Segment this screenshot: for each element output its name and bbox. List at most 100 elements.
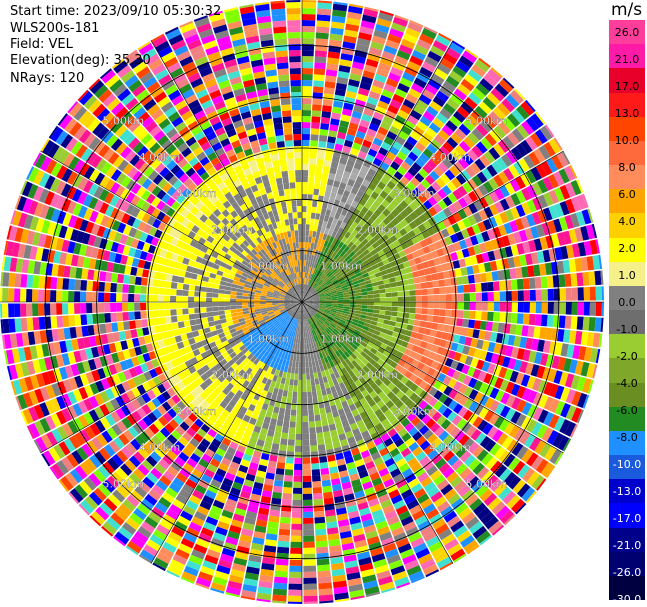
range-gate — [227, 413, 236, 422]
range-gate — [343, 425, 352, 434]
range-gate — [537, 409, 549, 424]
range-gate — [329, 466, 339, 474]
range-gate — [409, 383, 419, 393]
range-gate — [446, 98, 460, 111]
range-gate — [354, 216, 362, 225]
range-gate — [225, 536, 239, 546]
range-gate — [270, 418, 278, 426]
range-gate — [422, 220, 432, 230]
range-gate — [432, 518, 446, 530]
range-gate — [209, 272, 217, 279]
range-gate — [355, 292, 362, 297]
range-gate — [571, 302, 578, 316]
range-gate — [260, 307, 267, 311]
range-gate — [303, 529, 315, 536]
range-gate — [363, 322, 371, 328]
range-gate — [396, 151, 408, 161]
range-gate — [437, 323, 445, 332]
range-gate — [307, 188, 314, 195]
range-gate — [348, 260, 356, 267]
range-gate — [431, 73, 445, 85]
range-gate — [505, 150, 518, 164]
range-gate — [423, 328, 432, 336]
range-gate — [326, 334, 333, 341]
range-gate — [302, 212, 307, 219]
range-gate — [304, 278, 307, 285]
range-gate — [476, 449, 489, 462]
range-gate — [288, 571, 302, 578]
range-gate — [289, 379, 294, 386]
range-gate — [313, 335, 318, 342]
range-gate — [319, 299, 326, 301]
range-gate — [29, 216, 40, 231]
range-gate — [343, 351, 351, 358]
range-gate — [350, 323, 357, 329]
range-gate — [314, 176, 322, 184]
range-gate — [315, 534, 328, 542]
range-gate — [181, 571, 197, 583]
range-gate — [345, 280, 353, 285]
range-gate — [453, 525, 468, 538]
range-gate — [487, 426, 499, 439]
range-gate — [170, 461, 183, 472]
range-gate — [490, 332, 498, 343]
range-gate — [457, 185, 468, 197]
range-gate — [336, 131, 347, 140]
range-gate — [204, 554, 219, 565]
range-gate — [407, 21, 423, 33]
range-gate — [312, 98, 323, 105]
range-gate — [368, 446, 379, 456]
range-gate — [316, 353, 321, 360]
range-gate — [307, 296, 313, 300]
range-gate — [385, 292, 392, 298]
range-gate — [408, 570, 425, 582]
range-gate — [330, 386, 337, 394]
range-gate — [273, 308, 280, 312]
range-gate — [355, 302, 362, 305]
range-gate — [294, 367, 299, 374]
range-gate — [176, 282, 184, 290]
range-gate — [167, 244, 176, 253]
range-gate — [214, 339, 222, 346]
range-gate — [306, 293, 312, 299]
range-gate — [528, 313, 536, 326]
range-gate — [583, 240, 593, 256]
range-gate — [132, 422, 144, 435]
range-gate — [302, 421, 309, 428]
range-gate — [408, 258, 416, 267]
range-gate — [334, 316, 341, 321]
range-gate — [315, 269, 320, 276]
range-gate — [331, 306, 338, 310]
range-gate — [528, 239, 537, 253]
range-gate — [387, 341, 396, 348]
range-gate — [320, 316, 327, 321]
range-gate — [379, 242, 388, 250]
range-gate — [277, 456, 286, 464]
range-gate — [396, 582, 411, 589]
range-gate — [489, 443, 502, 456]
range-gate — [423, 374, 432, 384]
range-gate — [255, 419, 264, 428]
range-gate — [14, 363, 24, 379]
range-gate — [261, 289, 268, 293]
range-gate — [229, 341, 237, 348]
range-gate — [392, 570, 408, 582]
range-gate — [263, 416, 271, 424]
range-gate — [362, 402, 371, 411]
range-gate — [39, 330, 48, 344]
range-gate — [341, 367, 348, 375]
range-gate — [402, 261, 411, 269]
range-gate — [331, 298, 338, 301]
range-gate — [404, 156, 415, 167]
range-gate — [449, 115, 462, 128]
range-gate — [262, 342, 269, 349]
range-gate — [268, 312, 275, 317]
range-gate — [346, 17, 361, 26]
range-gate — [516, 445, 529, 460]
range-gate — [326, 255, 332, 262]
range-gate — [234, 365, 242, 374]
range-gate — [313, 224, 318, 232]
range-gate — [254, 302, 261, 305]
range-gate — [280, 326, 286, 333]
range-gate — [365, 234, 374, 242]
